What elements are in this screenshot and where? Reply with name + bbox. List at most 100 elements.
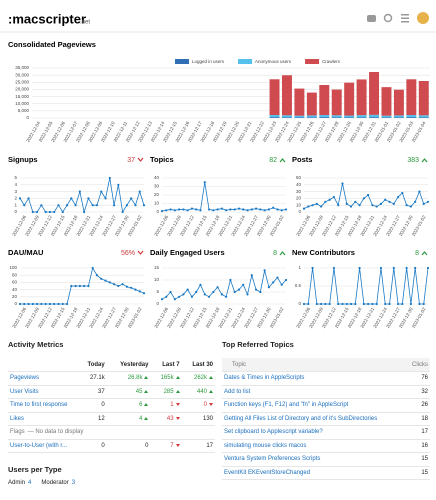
topic[interactable]: Set clipboard to Applescript variable? (222, 425, 407, 440)
topic[interactable]: Dates & Times in AppleScripts (222, 371, 407, 386)
metric-label: User Visits (8, 385, 78, 399)
value: 0 (101, 442, 105, 449)
metric-name[interactable]: User Visits (10, 388, 39, 395)
y-tick-label: 0 (26, 115, 29, 120)
point (324, 302, 327, 306)
point (337, 204, 340, 207)
bar-segment (294, 88, 305, 116)
point (259, 290, 262, 294)
value: 4 (139, 415, 143, 422)
bar-segment (319, 115, 330, 118)
avatar[interactable] (417, 12, 429, 24)
header-row: Topic Clicks (222, 358, 430, 372)
metric-name[interactable]: User-to-User (with r... (10, 442, 68, 449)
y-tick-label: 5,000 (18, 108, 30, 113)
point (332, 195, 336, 199)
bar-segment (406, 117, 417, 118)
y-tick-label: 10 (154, 201, 160, 206)
stat: 56% (121, 250, 135, 257)
metric-value: 0 (106, 439, 151, 453)
topic[interactable]: Getting All Files List of Directory and … (222, 412, 407, 426)
point (284, 208, 288, 211)
value: 6 (139, 402, 143, 409)
point (70, 284, 73, 288)
point (337, 302, 340, 306)
y-tick-label: 30 (154, 184, 160, 189)
point (91, 266, 94, 270)
topic-row: Add to list 32 (222, 385, 430, 399)
point (276, 276, 279, 279)
topic[interactable]: Ventura System Preferences Scripts (222, 452, 407, 467)
value: 0 (101, 402, 105, 409)
topic-row: Dates & Times in AppleScripts 76 (222, 371, 430, 386)
point (61, 302, 64, 306)
bar-segment (418, 81, 429, 116)
referred-panel: Top Referred Topics Topic Clicks Dates & T… (222, 340, 430, 480)
point (100, 190, 103, 193)
y-tick-label: 25,000 (15, 79, 29, 84)
point (414, 266, 417, 270)
chart-title: DAU/MAU (8, 248, 43, 257)
point (349, 302, 353, 306)
point (95, 204, 99, 207)
metric-value: 12 (78, 412, 107, 426)
panel-title: Top Referred Topics (222, 340, 294, 349)
menu-icon[interactable] (401, 14, 409, 16)
point (280, 283, 283, 286)
trend-icon (144, 416, 149, 420)
bar-segment (344, 115, 355, 118)
point (246, 293, 249, 296)
bar-segment (281, 115, 292, 118)
topic[interactable]: simulating mouse clicks macos (222, 439, 407, 453)
trend-icon (209, 376, 213, 380)
metric-name[interactable]: Time to first response (10, 402, 68, 409)
point (186, 209, 189, 212)
clicks: 17 (406, 425, 430, 440)
topic[interactable]: EventKit EKEventStoreChanged (222, 466, 407, 480)
line (20, 266, 145, 305)
point (18, 197, 22, 200)
chart-title: Daily Engaged Users (150, 248, 225, 257)
metric-value: 0 (78, 439, 107, 453)
point (229, 278, 232, 282)
y-tick-label: 40 (296, 182, 302, 187)
line (19, 177, 145, 214)
header-cell (8, 358, 78, 372)
point (40, 204, 43, 207)
point (345, 302, 348, 306)
logo[interactable]: :macscripter (8, 11, 86, 26)
search-icon[interactable] (383, 13, 393, 23)
user-type: Admin 4 (8, 480, 31, 486)
clicks: 18 (406, 412, 430, 426)
point (100, 277, 103, 280)
type-name: Moderator (41, 480, 69, 486)
metric-name[interactable]: Likes (10, 415, 25, 422)
value: 165k (160, 375, 174, 382)
bar-segment (344, 82, 355, 116)
topic[interactable]: Function keys (F1, F12) and "fn" in Appl… (222, 398, 407, 413)
point (74, 284, 77, 288)
metric-row: User Visits 37 45 285 440 (8, 385, 215, 399)
point (401, 191, 404, 195)
point (414, 200, 417, 203)
point (130, 197, 133, 200)
metric-name[interactable]: Pageviews (10, 375, 40, 382)
metric-value: 45 (106, 385, 151, 399)
point (18, 302, 22, 306)
point (401, 302, 404, 306)
chat-icon[interactable] (367, 15, 376, 22)
bar-segment (319, 117, 330, 118)
point (190, 207, 194, 210)
trend-icon (175, 416, 180, 420)
point (53, 302, 56, 306)
point (280, 209, 283, 212)
trend-icon (175, 443, 180, 447)
y-tick-label: 60 (12, 280, 18, 285)
stat: 37 (127, 157, 135, 164)
y-tick-label: 80 (12, 272, 18, 277)
point (237, 207, 241, 210)
topic[interactable]: Add to list (222, 385, 407, 399)
bar-segment (331, 117, 342, 118)
value: 440 (196, 388, 207, 395)
point (216, 286, 219, 289)
